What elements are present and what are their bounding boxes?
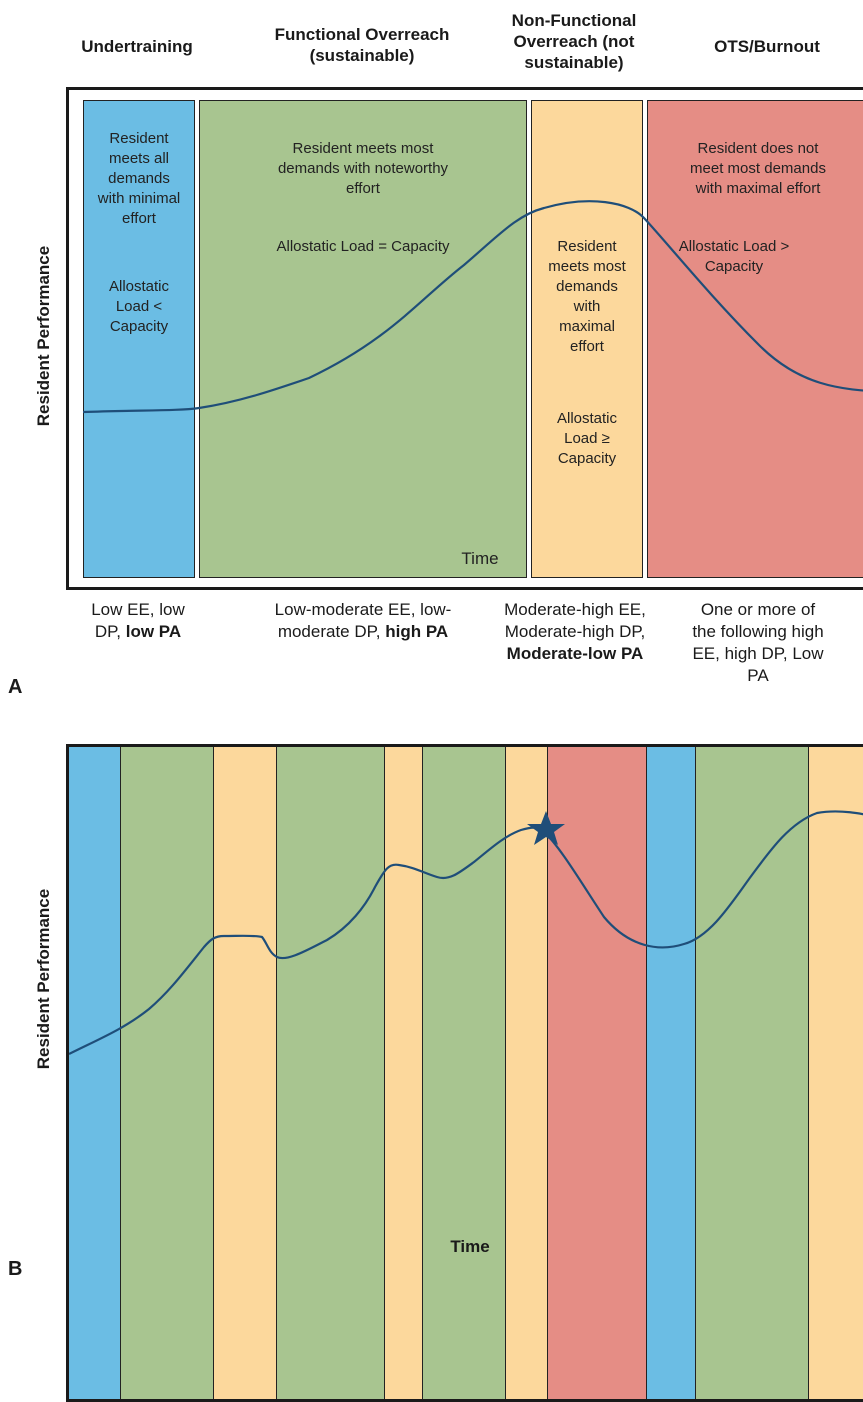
bottom-yellow-bold: Moderate-low PA — [506, 644, 644, 663]
zone-red-load-line: Allostatic Load > — [678, 238, 790, 255]
bottom-yellow-line1: Moderate-high EE, — [504, 600, 646, 619]
header-functional-line2: (sustainable) — [309, 46, 415, 65]
zone-yellow-text-line: demands — [556, 278, 618, 295]
zone-yellow-load-line: Allostatic — [556, 410, 618, 427]
header-functional-overreach: Functional Overreach (sustainable) — [232, 24, 492, 66]
zone-red-load-line: Capacity — [704, 258, 764, 275]
zone-yellow-load-line: Load ≥ — [564, 430, 610, 447]
bottom-red-line3: EE, high DP, Low — [692, 644, 824, 663]
panel-b-y-label: Resident Performance — [34, 888, 53, 1070]
bottom-blue-text: DP, — [94, 622, 126, 641]
zone-yellow-text-line: effort — [570, 338, 604, 355]
zone-red-text-line: meet most demands — [690, 160, 826, 177]
bottom-yellow-line2: Moderate-high DP, — [504, 622, 646, 641]
bottom-label-ots: One or more of the following high EE, hi… — [660, 599, 856, 687]
bottom-label-functional: Low-moderate EE, low- moderate DP, high … — [228, 599, 498, 643]
zone-green-load: Allostatic Load = Capacity — [200, 237, 526, 257]
bottom-red-line2: the following high — [692, 622, 824, 641]
zone-yellow-description: Resident meets most demands with maximal… — [532, 237, 642, 357]
time-label: Time — [461, 549, 499, 568]
bottom-yellow-line3: Moderate-low PA — [490, 643, 660, 665]
zone-green-description: Resident meets most demands with notewor… — [200, 139, 526, 199]
header-undertraining: Undertraining — [81, 37, 193, 56]
zone-green-text-line: Resident meets most — [292, 140, 434, 157]
zone-red-text-line: with maximal effort — [695, 180, 821, 197]
zone-green-text-line: effort — [346, 180, 380, 197]
bottom-red-line1: One or more of — [700, 600, 816, 619]
star-icon — [527, 811, 565, 845]
header-ots-burnout: OTS/Burnout — [714, 37, 820, 56]
zone-blue-description: Resident meets all demands with minimal … — [84, 129, 194, 229]
panel-b-label: B — [8, 1258, 23, 1280]
bottom-green-text: moderate DP, — [277, 622, 386, 641]
zone-red-text-line: Resident does not — [697, 140, 819, 157]
zone-yellow-text-line: with — [573, 298, 601, 315]
zone-yellow-load: Allostatic Load ≥ Capacity — [532, 409, 642, 469]
zone-red-load: Allostatic Load > Capacity — [654, 237, 814, 277]
panel-a-performance-curve — [82, 200, 863, 414]
zone-blue-text-line: effort — [122, 210, 156, 227]
zone-blue-text-line: Resident — [109, 130, 169, 147]
zone-blue-load-line: Allostatic — [108, 278, 170, 295]
header-functional-line1: Functional Overreach — [274, 25, 450, 44]
bottom-red-line4: PA — [747, 666, 769, 685]
panel-a-frame: Resident meets all demands with minimal … — [66, 87, 863, 590]
zone-blue-text-line: demands — [108, 170, 170, 187]
panel-b-performance-curve — [69, 810, 863, 1055]
zone-yellow-text-line: Resident — [557, 238, 617, 255]
zone-blue-load: Allostatic Load < Capacity — [84, 277, 194, 337]
zone-ots-burnout: Resident does not meet most demands with… — [647, 100, 863, 578]
bottom-label-undertraining: Low EE, low DP, low PA — [64, 599, 212, 643]
zone-yellow-text-line: maximal — [559, 318, 615, 335]
zone-blue-text-line: with minimal — [97, 190, 181, 207]
bottom-blue-line2: DP, low PA — [64, 621, 212, 643]
panel-b-x-label: Time — [450, 1237, 490, 1256]
zone-functional-overreach: Resident meets most demands with notewor… — [199, 100, 527, 578]
zone-blue-load-line: Capacity — [109, 318, 169, 335]
zone-green-text-line: demands with noteworthy — [277, 160, 449, 177]
bottom-blue-line1: Low EE, low — [91, 600, 185, 619]
zone-nonfunctional-overreach: Resident meets most demands with maximal… — [531, 100, 643, 578]
header-nonfunctional-overreach: Non-Functional Overreach (not sustainabl… — [494, 10, 654, 73]
header-nonfunctional-line2: Overreach (not — [513, 32, 635, 51]
panel-a-y-label: Resident Performance — [34, 245, 53, 427]
zone-green-load-line: Allostatic Load = Capacity — [276, 238, 450, 255]
bottom-label-nonfunctional: Moderate-high EE, Moderate-high DP, Mode… — [490, 599, 660, 665]
header-nonfunctional-line1: Non-Functional — [511, 11, 637, 30]
zone-blue-text-line: meets all — [108, 150, 170, 167]
bottom-blue-bold: low PA — [125, 622, 182, 641]
bottom-green-bold: high PA — [385, 622, 449, 641]
panel-a-label: A — [8, 676, 23, 698]
header-nonfunctional-line3: sustainable) — [524, 53, 624, 72]
zone-undertraining: Resident meets all demands with minimal … — [83, 100, 195, 578]
zone-red-description: Resident does not meet most demands with… — [654, 139, 862, 199]
zone-blue-load-line: Load < — [115, 298, 163, 315]
performance-curve-a — [82, 200, 863, 414]
bottom-green-line2: moderate DP, high PA — [228, 621, 498, 643]
zone-yellow-text-line: meets most — [548, 258, 626, 275]
zone-yellow-load-line: Capacity — [557, 450, 617, 467]
bottom-green-line1: Low-moderate EE, low- — [274, 600, 452, 619]
performance-curve-b — [69, 810, 863, 1055]
panel-b-frame — [66, 744, 863, 1402]
